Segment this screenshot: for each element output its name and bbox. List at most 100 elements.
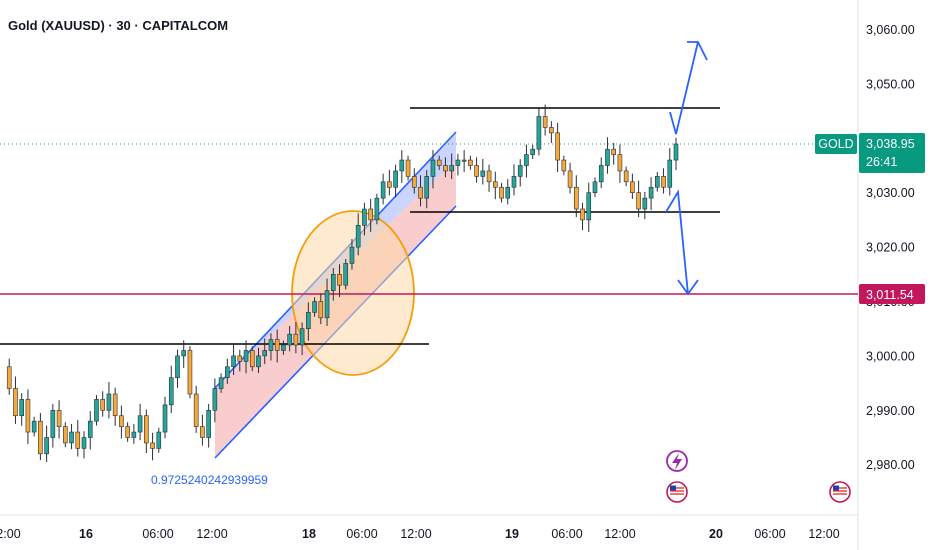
y-tick-label: 3,060.00	[866, 23, 915, 37]
candle-up	[355, 225, 361, 248]
x-tick-label: 06:00	[142, 527, 173, 541]
down-arrow	[665, 189, 689, 295]
x-tick-label: 06:00	[754, 527, 785, 541]
candle-up	[87, 420, 93, 438]
candle-down	[337, 273, 342, 286]
candle-up	[605, 148, 610, 166]
y-tick-label: 3,000.00	[866, 349, 915, 363]
x-axis-ticks: 12:00 16 06:00 12:00 18 06:00 12:00 19 06:00 12:0…	[0, 527, 840, 541]
candle-up	[299, 328, 305, 346]
candle-down	[611, 148, 616, 155]
candle-up	[461, 159, 467, 162]
candle-up	[511, 176, 517, 188]
candle-down	[56, 409, 62, 427]
candle-down	[580, 208, 585, 221]
candle-down	[119, 415, 124, 427]
candle-down	[187, 350, 193, 395]
candle-down	[661, 176, 666, 188]
candle-down	[617, 154, 623, 172]
candle-up	[592, 181, 598, 194]
candle-down	[237, 355, 243, 362]
candle-down	[468, 159, 473, 166]
candle-down	[75, 431, 81, 449]
candle-down	[200, 426, 205, 438]
candle-up	[212, 388, 218, 411]
candle-down	[318, 301, 324, 319]
candle-down	[499, 186, 504, 199]
candle-down	[249, 350, 255, 368]
us-flag-icon[interactable]	[666, 481, 688, 503]
candle-down	[25, 399, 31, 433]
candle-up	[256, 355, 261, 368]
candle-up	[268, 339, 274, 351]
candle-up	[648, 186, 654, 199]
candle-up	[343, 263, 349, 286]
candle-up	[330, 273, 336, 291]
candle-up	[206, 409, 211, 438]
current-price-value: 3,038.95	[866, 137, 915, 151]
projection-arrows[interactable]	[665, 41, 708, 296]
candle-up	[69, 431, 74, 444]
y-tick-label: 2,990.00	[866, 404, 915, 418]
candle-up	[480, 170, 486, 177]
candle-up	[380, 181, 386, 199]
candle-up	[218, 377, 224, 389]
candle-up	[424, 176, 430, 199]
y-tick-label: 3,030.00	[866, 186, 915, 200]
us-flag-icon[interactable]	[829, 481, 851, 503]
candle-down	[436, 159, 442, 166]
candle-down	[561, 159, 567, 172]
candle-up	[455, 159, 461, 166]
candle-up	[374, 197, 380, 221]
candle-down	[144, 415, 149, 444]
up-arrowhead	[687, 41, 708, 61]
down-arrowhead	[677, 279, 699, 296]
highlight-ellipse[interactable]	[291, 210, 415, 376]
candle-down	[63, 426, 68, 444]
candle-up	[530, 148, 535, 155]
candle-down	[112, 393, 118, 417]
candle-up	[137, 415, 143, 433]
candle-down	[387, 181, 392, 188]
candle-up	[81, 437, 87, 449]
candle-down	[567, 170, 573, 188]
candle-down	[150, 442, 155, 449]
candle-up	[312, 301, 317, 313]
candle-up	[393, 170, 398, 188]
x-tick-label: 19	[505, 527, 519, 541]
candle-up	[349, 246, 355, 264]
x-tick-label: 12:00	[0, 527, 21, 541]
x-tick-label: 18	[302, 527, 316, 541]
candle-up	[181, 350, 187, 357]
candle-down	[6, 366, 12, 389]
candle-up	[262, 350, 268, 357]
y-axis-ticks: 2,980.002,990.003,000.003,010.003,020.00…	[866, 23, 915, 472]
chart-title: Gold (XAUUSD) · 30 · CAPITALCOM	[8, 18, 228, 33]
candle-up	[505, 186, 511, 199]
candle-down	[630, 181, 635, 194]
candle-down	[274, 339, 280, 351]
candle-up	[399, 159, 405, 172]
lightning-icon[interactable]	[666, 450, 688, 472]
candlestick-series	[6, 104, 679, 462]
candle-up	[430, 159, 436, 177]
current-price-badge: 3,038.95 26:41	[859, 133, 925, 173]
candle-up	[362, 208, 367, 226]
candle-down	[418, 186, 423, 199]
candle-down	[555, 132, 560, 161]
channel-label: 0.9725240242939959	[151, 473, 268, 487]
candle-up	[243, 350, 249, 362]
x-tick-label: 16	[79, 527, 93, 541]
x-tick-label: 12:00	[808, 527, 839, 541]
candle-up	[673, 143, 679, 161]
candle-down	[542, 116, 548, 128]
x-tick-label: 20	[709, 527, 723, 541]
x-tick-label: 06:00	[346, 527, 377, 541]
candle-up	[586, 192, 592, 221]
symbol-badge-label: GOLD	[818, 137, 853, 151]
candle-up	[106, 393, 112, 411]
candle-up	[131, 431, 137, 438]
x-tick-label: 12:00	[400, 527, 431, 541]
candle-up	[94, 399, 99, 422]
